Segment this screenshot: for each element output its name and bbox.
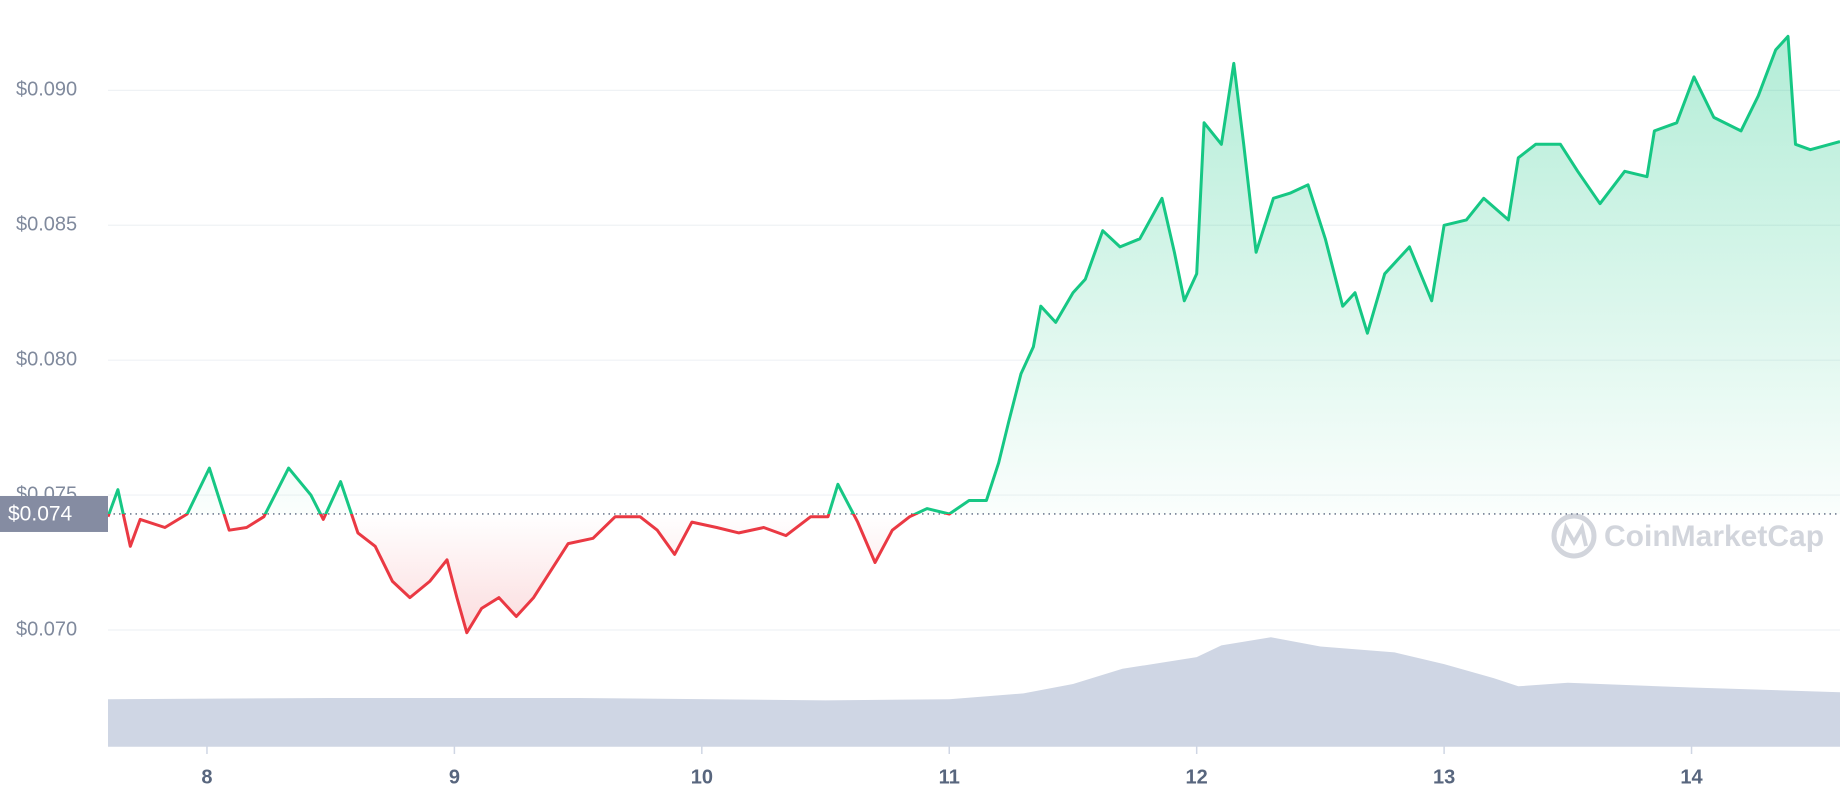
y-tick-label: $0.085 [16, 214, 77, 236]
logo [1551, 513, 1597, 559]
watermark-text: CoinMarketCap [1604, 520, 1824, 553]
x-tick-label: 11 [939, 766, 960, 788]
x-tick-label: 13 [1433, 766, 1455, 788]
y-tick-label: $0.090 [16, 79, 77, 101]
volume-area [108, 637, 1840, 746]
logo-m [1560, 522, 1588, 547]
watermark: CoinMarketCap [1551, 513, 1824, 559]
x-tick-label: 8 [201, 766, 212, 788]
y-tick-label: $0.080 [16, 348, 77, 370]
x-tick-label: 9 [449, 766, 460, 788]
baseline-label: $0.074 [8, 503, 73, 526]
x-tick-label: 14 [1680, 766, 1703, 788]
x-tick-label: 12 [1186, 766, 1208, 788]
y-tick-label: $0.070 [16, 618, 77, 640]
baseline-label-box [0, 495, 108, 532]
x-tick-label: 10 [691, 766, 713, 788]
price-area [108, 36, 1840, 633]
price-line [106, 34, 1840, 635]
